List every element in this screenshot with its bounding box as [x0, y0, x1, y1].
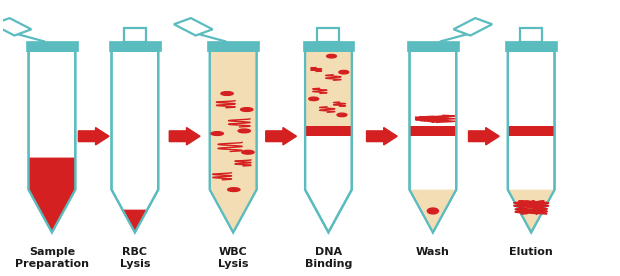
Text: Sample
Preparation: Sample Preparation [15, 247, 89, 269]
Polygon shape [29, 51, 75, 232]
Ellipse shape [337, 113, 347, 117]
Polygon shape [305, 51, 352, 126]
Polygon shape [123, 210, 148, 232]
Polygon shape [210, 51, 257, 232]
Bar [453, 18, 492, 36]
Bar [520, 28, 542, 42]
Polygon shape [410, 126, 456, 136]
Polygon shape [112, 51, 158, 232]
Ellipse shape [238, 129, 250, 133]
Text: WBC
Lysis: WBC Lysis [218, 247, 249, 269]
Ellipse shape [242, 150, 254, 154]
Ellipse shape [339, 70, 348, 74]
Ellipse shape [211, 132, 223, 136]
Text: Elution: Elution [509, 247, 553, 257]
Polygon shape [29, 158, 75, 232]
FancyArrow shape [169, 128, 200, 145]
Polygon shape [508, 126, 554, 136]
FancyArrow shape [266, 128, 296, 145]
Polygon shape [210, 51, 257, 232]
Bar [26, 41, 78, 51]
Ellipse shape [221, 92, 233, 95]
Ellipse shape [327, 54, 337, 58]
Polygon shape [508, 51, 554, 232]
Ellipse shape [228, 188, 240, 192]
Text: Wash: Wash [416, 247, 450, 257]
Text: RBC
Lysis: RBC Lysis [120, 247, 150, 269]
Polygon shape [508, 190, 554, 232]
Bar [303, 41, 354, 51]
Bar [0, 18, 32, 36]
Ellipse shape [241, 108, 253, 112]
Ellipse shape [427, 208, 438, 214]
Polygon shape [410, 51, 456, 232]
Bar [174, 18, 213, 36]
Ellipse shape [309, 97, 319, 100]
Polygon shape [410, 190, 456, 232]
Bar [505, 41, 557, 51]
Bar [109, 41, 161, 51]
Polygon shape [305, 126, 352, 136]
Bar [317, 28, 340, 42]
FancyArrow shape [469, 128, 499, 145]
Bar [124, 28, 146, 42]
Bar [407, 41, 459, 51]
FancyArrow shape [366, 128, 397, 145]
Text: DNA
Binding: DNA Binding [305, 247, 352, 269]
Bar [207, 41, 259, 51]
Polygon shape [305, 51, 352, 232]
FancyArrow shape [78, 128, 109, 145]
